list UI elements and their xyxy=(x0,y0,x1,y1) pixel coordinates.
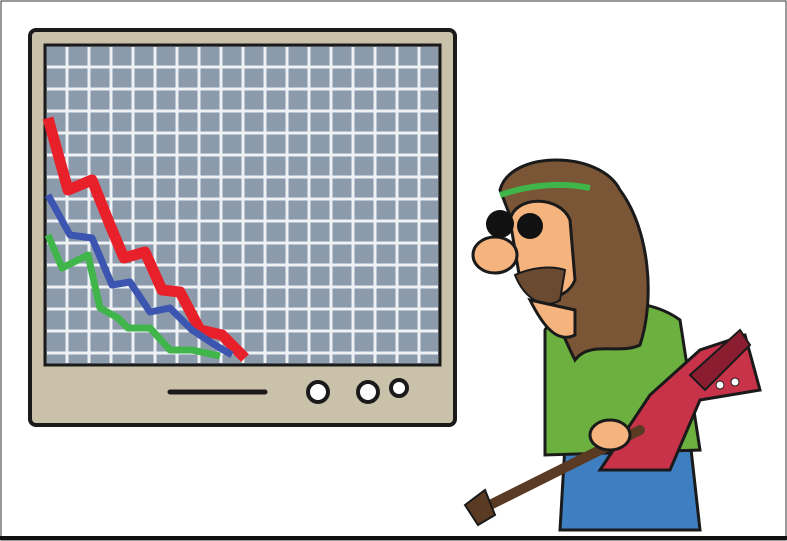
knob xyxy=(391,380,407,396)
page: (() => { const g = document.getElementBy… xyxy=(0,0,787,541)
knob xyxy=(358,382,378,402)
cartoon xyxy=(0,0,787,541)
sunglass-lens xyxy=(517,213,543,239)
knob xyxy=(308,382,328,402)
guitar-knob xyxy=(716,381,724,389)
hand xyxy=(590,420,630,450)
sunglass-lens xyxy=(486,210,514,238)
guitar-knob xyxy=(731,378,739,386)
nose xyxy=(473,237,517,273)
